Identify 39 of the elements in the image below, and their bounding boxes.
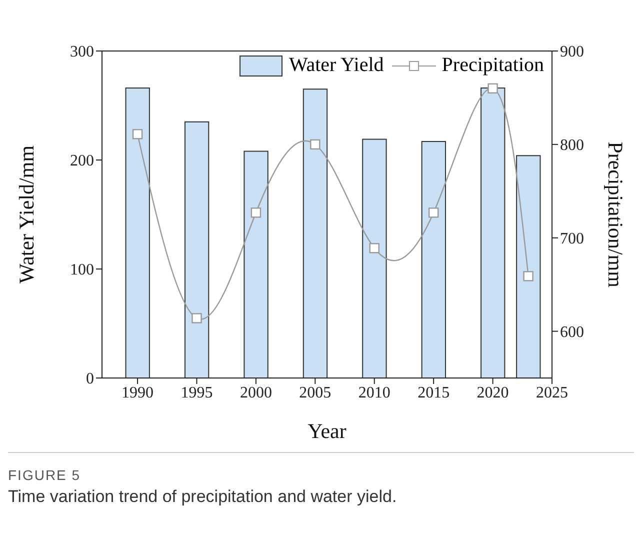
x-tick-label: 1990 (122, 384, 154, 402)
bar (302, 88, 328, 378)
y2-tick-label: 800 (560, 137, 584, 154)
point (250, 208, 262, 218)
x-tick-label: 2010 (358, 384, 390, 402)
point (192, 313, 202, 324)
point (369, 243, 380, 254)
bar (516, 155, 541, 378)
y-tick-label: 200 (70, 152, 94, 170)
bar (362, 138, 387, 378)
caption: FIGURE 5 (8, 467, 82, 483)
text: Time variation trend of precipitation and water yield. (8, 487, 398, 507)
y-tick-label: 300 (70, 44, 94, 61)
point (523, 271, 534, 282)
point (132, 129, 143, 140)
x-tick-label: 2025 (536, 384, 568, 402)
y-tick-label: 100 (70, 262, 94, 279)
point (428, 208, 439, 218)
x-axis-title: Year (308, 419, 346, 443)
y2-tick-label: 600 (560, 324, 584, 341)
y-axis-title: Water Yield/mm (14, 145, 38, 284)
legend-label: Water Yield (288, 54, 384, 77)
x-tick-label: 1995 (180, 384, 213, 402)
point (310, 139, 320, 150)
y2-tick-label: 900 (560, 44, 584, 61)
point (488, 83, 498, 94)
bar (480, 88, 506, 378)
x-tick-label: 2000 (240, 384, 272, 402)
y-tick-label: 0 (86, 370, 94, 388)
bar (184, 121, 210, 378)
x-tick-label: 2005 (299, 384, 332, 402)
bar (125, 88, 150, 378)
bar (244, 150, 268, 378)
legend-label: Precipitation (442, 54, 544, 77)
x-tick-label: 2015 (418, 384, 450, 402)
x-tick-label: 2020 (476, 384, 509, 402)
y2-tick-label: 700 (560, 230, 584, 248)
y2-axis-title: Precipitation/mm (604, 142, 628, 288)
bar (421, 140, 446, 378)
